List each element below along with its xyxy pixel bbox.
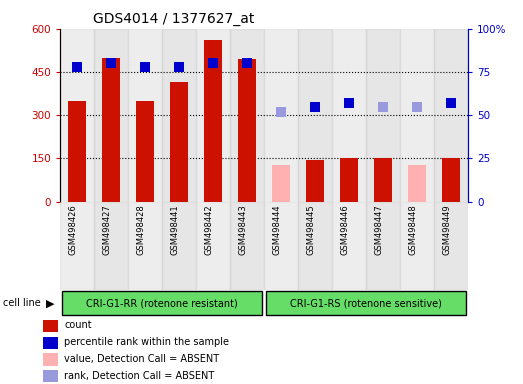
Text: GSM498426: GSM498426 xyxy=(68,204,77,255)
Bar xyxy=(162,29,196,202)
Bar xyxy=(60,29,94,202)
Text: GSM498449: GSM498449 xyxy=(442,204,451,255)
Bar xyxy=(94,29,128,202)
Text: cell line: cell line xyxy=(3,298,40,308)
Bar xyxy=(332,202,366,290)
Bar xyxy=(62,291,263,316)
Bar xyxy=(266,291,467,316)
Bar xyxy=(434,29,468,202)
Bar xyxy=(272,165,290,202)
Bar xyxy=(43,353,58,366)
Bar xyxy=(442,159,460,202)
Point xyxy=(141,64,150,70)
Point xyxy=(447,100,456,106)
Bar xyxy=(43,320,58,332)
Text: ▶: ▶ xyxy=(47,298,55,308)
Point xyxy=(413,103,422,109)
Bar xyxy=(400,202,434,290)
Bar xyxy=(306,161,324,202)
Point xyxy=(175,64,184,70)
Text: GSM498446: GSM498446 xyxy=(340,204,349,255)
Bar xyxy=(366,29,400,202)
Point xyxy=(345,100,354,106)
Text: GSM498447: GSM498447 xyxy=(374,204,383,255)
Bar xyxy=(128,29,162,202)
Bar xyxy=(434,202,468,290)
Text: GSM498445: GSM498445 xyxy=(306,204,315,255)
Text: GSM498442: GSM498442 xyxy=(204,204,213,255)
Bar xyxy=(332,29,366,202)
Bar xyxy=(374,159,392,202)
Text: CRI-G1-RS (rotenone sensitive): CRI-G1-RS (rotenone sensitive) xyxy=(290,298,442,308)
Bar xyxy=(298,29,332,202)
Text: GSM498427: GSM498427 xyxy=(102,204,111,255)
Text: GSM498444: GSM498444 xyxy=(272,204,281,255)
Point xyxy=(379,103,388,109)
Bar xyxy=(68,101,86,202)
Bar xyxy=(136,101,154,202)
Bar xyxy=(60,202,94,290)
Bar xyxy=(196,29,230,202)
Bar xyxy=(264,202,298,290)
Text: value, Detection Call = ABSENT: value, Detection Call = ABSENT xyxy=(64,354,220,364)
Bar xyxy=(340,157,358,202)
Bar xyxy=(408,165,426,202)
Bar xyxy=(162,202,196,290)
Bar xyxy=(204,40,222,202)
Bar xyxy=(102,58,120,202)
Bar xyxy=(230,29,264,202)
Bar xyxy=(298,202,332,290)
Bar xyxy=(43,370,58,382)
Bar xyxy=(196,202,230,290)
Text: GSM498441: GSM498441 xyxy=(170,204,179,255)
Point xyxy=(243,60,252,66)
Bar xyxy=(170,82,188,202)
Text: CRI-G1-RR (rotenone resistant): CRI-G1-RR (rotenone resistant) xyxy=(86,298,238,308)
Text: rank, Detection Call = ABSENT: rank, Detection Call = ABSENT xyxy=(64,371,214,381)
Text: GSM498443: GSM498443 xyxy=(238,204,247,255)
Bar xyxy=(366,202,400,290)
Bar xyxy=(230,202,264,290)
Bar xyxy=(238,59,256,202)
Point xyxy=(311,103,320,109)
Bar xyxy=(94,202,128,290)
Bar xyxy=(43,337,58,349)
Text: GSM498428: GSM498428 xyxy=(136,204,145,255)
Bar xyxy=(128,202,162,290)
Point xyxy=(209,60,218,66)
Text: percentile rank within the sample: percentile rank within the sample xyxy=(64,337,230,347)
Point xyxy=(107,60,116,66)
Bar xyxy=(400,29,434,202)
Text: count: count xyxy=(64,320,92,330)
Point xyxy=(277,109,286,115)
Text: GSM498448: GSM498448 xyxy=(408,204,417,255)
Point xyxy=(73,64,82,70)
Text: GDS4014 / 1377627_at: GDS4014 / 1377627_at xyxy=(93,12,254,26)
Bar xyxy=(264,29,298,202)
